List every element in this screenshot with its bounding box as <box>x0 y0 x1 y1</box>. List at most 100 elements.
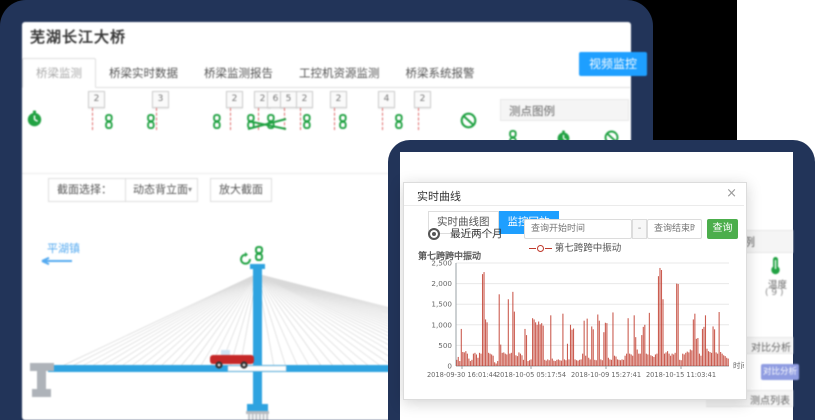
legend-circle-icon <box>536 245 544 252</box>
cable <box>139 273 258 368</box>
x-tick-label: 2018-09-30 16:01:44 <box>427 371 497 379</box>
main-tabbar: 桥梁监测 桥梁实时数据 桥梁监测报告 工控机资源监测 桥梁系统报警 <box>22 58 630 88</box>
bar <box>465 351 467 366</box>
bar <box>641 335 643 366</box>
sensor-dashed-line <box>382 108 383 130</box>
bar <box>630 354 632 366</box>
bar <box>492 355 494 366</box>
bar <box>616 359 619 366</box>
bar <box>656 353 658 366</box>
bar <box>701 328 703 366</box>
pier-base <box>32 389 51 397</box>
sensor-count-badge: 2 <box>226 91 243 108</box>
alarm-clock-icon[interactable] <box>26 110 43 131</box>
bar <box>700 355 702 366</box>
tower <box>253 268 262 408</box>
bar <box>703 326 705 366</box>
bar <box>559 360 561 366</box>
deck <box>48 365 631 372</box>
bar <box>726 357 728 366</box>
section-select-dropdown[interactable]: 动态背立面 <box>125 179 197 201</box>
link-sensor-icon[interactable] <box>394 114 404 133</box>
bar <box>489 353 491 366</box>
link-sensor-icon[interactable] <box>338 114 348 133</box>
bar <box>568 359 570 366</box>
bar <box>677 284 679 366</box>
bar <box>707 351 710 366</box>
sensor-cluster-lines <box>244 116 290 136</box>
no-entry-icon[interactable] <box>460 112 477 133</box>
bar <box>560 360 562 366</box>
bar <box>488 352 490 366</box>
sensor-count-badge: 3 <box>152 91 169 108</box>
query-end-time-input[interactable] <box>647 219 702 239</box>
dialog-tab-0[interactable]: 实时曲线图 <box>428 211 499 234</box>
radio-selected-icon[interactable] <box>428 227 440 240</box>
tab-0[interactable]: 桥梁监测 <box>22 58 96 88</box>
bar <box>691 350 693 366</box>
link-sensor-icon[interactable] <box>212 114 222 133</box>
sensor-dashed-line <box>92 108 93 130</box>
bar <box>688 352 690 366</box>
bar <box>626 353 628 366</box>
bar <box>556 359 558 366</box>
bar <box>485 319 487 366</box>
y-tick-label: 0 <box>447 362 452 371</box>
bar <box>469 361 471 366</box>
bar <box>486 322 488 366</box>
tab-4[interactable]: 桥梁系统报警 <box>405 66 475 80</box>
popup-window: 测点图例 温度 ( 9 ) 对比分析 对比分析 测点列表 实时曲线 × 实时曲线… <box>400 152 799 420</box>
bar <box>667 351 669 366</box>
bar <box>717 353 719 366</box>
zoom-section-button[interactable]: 放大截面 <box>210 178 272 202</box>
bar <box>695 338 697 366</box>
link-sensor-icon[interactable] <box>146 114 156 133</box>
tab-1[interactable]: 桥梁实时数据 <box>109 66 178 80</box>
cable <box>229 273 258 368</box>
date-range-separator: - <box>632 219 647 239</box>
bar <box>480 353 482 366</box>
video-monitor-button[interactable]: 视频监控 <box>579 52 647 76</box>
bar <box>686 351 688 366</box>
close-icon[interactable]: × <box>726 186 737 201</box>
bar <box>712 326 714 366</box>
tab-2[interactable]: 桥梁监测报告 <box>204 66 273 80</box>
link-sensor-icon[interactable] <box>255 246 263 261</box>
bar <box>624 355 626 366</box>
bar <box>600 359 602 366</box>
bar <box>657 276 660 366</box>
bar <box>571 329 573 366</box>
bar <box>583 320 585 366</box>
bar <box>572 328 575 366</box>
tower-crossbeam <box>247 404 268 411</box>
bar <box>522 359 525 366</box>
compare-analysis-button[interactable]: 对比分析 <box>761 364 799 380</box>
bar <box>580 359 582 366</box>
thermometer-icon[interactable] <box>769 256 782 279</box>
bar <box>685 352 687 366</box>
cable <box>189 273 258 368</box>
pile <box>258 414 261 420</box>
section-select-control: 截面选择： 动态背立面 ▾ <box>48 178 198 202</box>
link-sensor-icon[interactable] <box>302 114 312 133</box>
pile <box>262 414 265 420</box>
bar <box>542 325 544 366</box>
bar <box>594 359 596 366</box>
chart-title: 第七跨跨中振动 <box>418 252 482 262</box>
query-start-time-input[interactable] <box>524 219 632 239</box>
tab-3[interactable]: 工控机资源监测 <box>299 66 380 80</box>
pile <box>255 414 258 420</box>
link-sensor-icon[interactable] <box>104 114 114 133</box>
bar <box>466 353 468 366</box>
y-tick-label: 500 <box>438 341 452 350</box>
query-button[interactable]: 查询 <box>707 219 738 239</box>
bar <box>585 355 587 366</box>
rotation-sensor-icon[interactable] <box>240 252 252 265</box>
bar <box>723 355 725 366</box>
bar <box>668 353 670 366</box>
chart-legend[interactable]: 第七跨跨中振动 <box>404 240 746 254</box>
bar <box>519 353 521 366</box>
bar <box>638 353 640 366</box>
bar <box>621 359 623 366</box>
